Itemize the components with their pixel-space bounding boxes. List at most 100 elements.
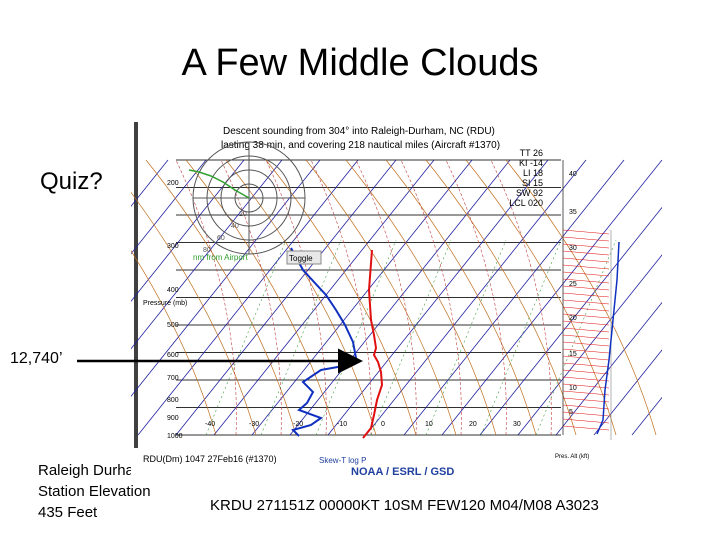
isotherm-line — [213, 159, 435, 436]
dry-adiabat-line — [131, 191, 257, 436]
isotherm-line — [131, 159, 207, 255]
credit-label: NOAA / ESRL / GSD — [351, 466, 454, 478]
temperature-tick-labels: -40 -30 -20 -10 0 10 20 30 — [205, 421, 521, 428]
wind-barb-hatch — [562, 383, 610, 389]
wind-barb-hatch — [562, 348, 610, 354]
slide-title: A Few Middle Clouds — [181, 42, 539, 84]
wind-barb-hatch — [562, 376, 610, 382]
dry-adiabat-line — [345, 159, 497, 436]
wind-barb-hatch — [562, 299, 610, 305]
isotherm-line — [593, 349, 662, 436]
wind-barb-hatch — [562, 334, 610, 340]
altitude-tick-label: 15 — [569, 351, 577, 358]
index-sw: SW 92 — [516, 188, 543, 198]
wind-barb-hatch — [562, 327, 610, 333]
mixing-ratio-line — [370, 239, 452, 436]
wind-barb-hatch — [562, 271, 610, 277]
wind-barb-hatch — [562, 236, 610, 242]
range-ring-inset: 20 40 60 80 nm from Airport — [188, 141, 306, 262]
mixing-ratio-line — [205, 239, 287, 436]
moist-adiabat-line — [220, 159, 282, 436]
wind-barb-hatch — [562, 341, 610, 347]
isotherm-line — [175, 159, 397, 436]
temperature-tick-label: -10 — [337, 421, 347, 428]
sounding-profiles — [290, 241, 620, 439]
skewt-sounding-diagram: Descent sounding from 304° into Raleigh-… — [131, 120, 662, 478]
pressure-tick-label: 400 — [167, 287, 179, 294]
pressure-tick-label: 900 — [167, 415, 179, 422]
dry-adiabat-line — [385, 159, 537, 436]
temperature-tick-label: -30 — [249, 421, 259, 428]
moist-adiabat-line — [175, 159, 237, 436]
wind-barb-hatch — [562, 313, 610, 319]
wind-barb-hatch — [562, 229, 610, 235]
isotherm-line — [131, 159, 169, 207]
station-info: Raleigh Durham Station Elevation 435 Fee… — [38, 460, 151, 523]
mixing-ratio-line — [480, 239, 562, 436]
toggle-button-label: Toggle — [289, 254, 313, 263]
moist-adiabat-line — [445, 159, 507, 436]
wind-barb-hatch — [562, 425, 610, 431]
moist-adiabat-line — [265, 159, 327, 436]
dewpoint-profile — [290, 247, 358, 437]
isotherm-line — [365, 159, 587, 436]
wind-barb-hatch — [562, 257, 610, 263]
ring-label-40: 40 — [231, 223, 239, 230]
mixing-ratio-line — [315, 239, 397, 436]
isotherm-line — [479, 206, 662, 436]
pressure-axis-label: Pressure (mb) — [143, 300, 187, 307]
wind-barb-hatch — [562, 320, 610, 326]
wind-barb-hatch — [562, 264, 610, 270]
wind-barb-hatch — [562, 306, 610, 312]
dry-adiabat-line — [131, 250, 217, 436]
pressure-tick-label: 300 — [167, 243, 179, 250]
dry-adiabat-line — [505, 159, 657, 436]
wind-barb-hatch — [562, 397, 610, 403]
moist-adiabat-line — [355, 159, 417, 436]
altitude-tick-label: 30 — [569, 245, 577, 252]
altitude-tick-labels: 40 35 30 25 20 15 10 5 — [569, 171, 577, 416]
inset-caption: nm from Airport — [193, 253, 248, 262]
moist-adiabat-line — [310, 159, 372, 436]
flight-track — [188, 169, 250, 199]
quiz-label: Quiz? — [40, 168, 103, 195]
sounding-header-line-2: lasting 38 min, and covering 218 nautica… — [221, 140, 500, 151]
altitude-tick-label: 10 — [569, 385, 577, 392]
altitude-label: 12,740’ — [10, 350, 63, 367]
moist-adiabat-line — [400, 159, 462, 436]
isotherm-line — [441, 159, 662, 436]
pressure-tick-label: 800 — [167, 397, 179, 404]
wind-barb-hatch — [562, 292, 610, 298]
toggle-button[interactable]: Toggle — [286, 250, 322, 265]
wind-barb-hatch — [562, 250, 610, 256]
pressure-tick-label: 1000 — [167, 433, 183, 440]
skewt-label: Skew-T log P — [319, 456, 366, 465]
dry-adiabat-line — [185, 159, 337, 436]
pressure-tick-labels: 200 300 400 500 600 700 800 900 1000 — [167, 180, 183, 440]
wind-barb-hatch — [562, 278, 610, 284]
wind-barb-hatch — [562, 362, 610, 368]
right-axis-label: Pres. Alt (kft) — [555, 454, 589, 460]
ring-label-60: 60 — [217, 235, 225, 242]
dry-adiabat-line — [265, 159, 417, 436]
wind-barb-hatch — [562, 390, 610, 396]
wind-barb-hatch — [562, 369, 610, 375]
index-tt: TT 26 — [520, 148, 543, 158]
station-line-2: Station Elevation — [38, 483, 151, 500]
index-ki: KI -14 — [519, 158, 543, 168]
isotherm-line — [327, 159, 549, 436]
wind-barb-hatch — [562, 411, 610, 417]
mixing-ratio-line — [260, 239, 342, 436]
altitude-tick-label: 20 — [569, 315, 577, 322]
index-si: SI 15 — [522, 178, 543, 188]
metar-report: KRDU 271151Z 00000KT 10SM FEW120 M04/M08… — [210, 497, 599, 514]
dry-adiabat-line — [145, 159, 297, 436]
wind-barb-hatch — [562, 285, 610, 291]
sounding-footer-station: RDU(Dm) 1047 27Feb16 (#1370) — [143, 454, 277, 464]
dry-adiabat-line — [425, 159, 577, 436]
sounding-header-line-1: Descent sounding from 304° into Raleigh-… — [223, 126, 495, 137]
wind-barb-hatch — [562, 355, 610, 361]
isotherm-line — [289, 159, 511, 436]
altitude-tick-label: 25 — [569, 281, 577, 288]
temperature-tick-label: -40 — [205, 421, 215, 428]
